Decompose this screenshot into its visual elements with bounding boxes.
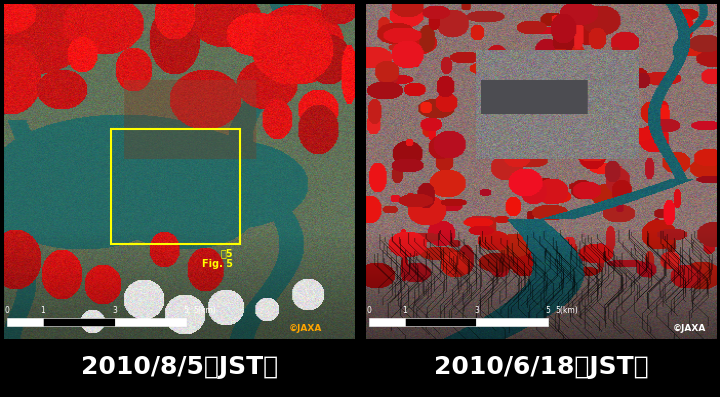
Text: 5(km): 5(km) bbox=[194, 306, 216, 315]
Text: 2010/8/5（JST）: 2010/8/5（JST） bbox=[81, 355, 278, 379]
Text: ©JAXA: ©JAXA bbox=[289, 324, 323, 333]
Bar bbox=[7, 318, 43, 326]
Text: 図5
Fig. 5: 図5 Fig. 5 bbox=[202, 248, 233, 270]
Text: 2010/6/18（JST）: 2010/6/18（JST） bbox=[433, 355, 648, 379]
Bar bbox=[111, 129, 240, 245]
Bar bbox=[405, 318, 477, 326]
Bar bbox=[114, 318, 186, 326]
Text: 1: 1 bbox=[402, 306, 407, 315]
Bar bbox=[477, 318, 548, 326]
Text: 3: 3 bbox=[112, 306, 117, 315]
Bar bbox=[369, 318, 405, 326]
Text: 5(km): 5(km) bbox=[555, 306, 578, 315]
Text: 3: 3 bbox=[474, 306, 479, 315]
Bar bbox=[43, 318, 114, 326]
Text: 5: 5 bbox=[546, 306, 551, 315]
Text: 0: 0 bbox=[366, 306, 372, 315]
Text: 1: 1 bbox=[40, 306, 45, 315]
Text: 5: 5 bbox=[184, 306, 189, 315]
Text: ©JAXA: ©JAXA bbox=[672, 324, 706, 333]
Text: 0: 0 bbox=[5, 306, 9, 315]
